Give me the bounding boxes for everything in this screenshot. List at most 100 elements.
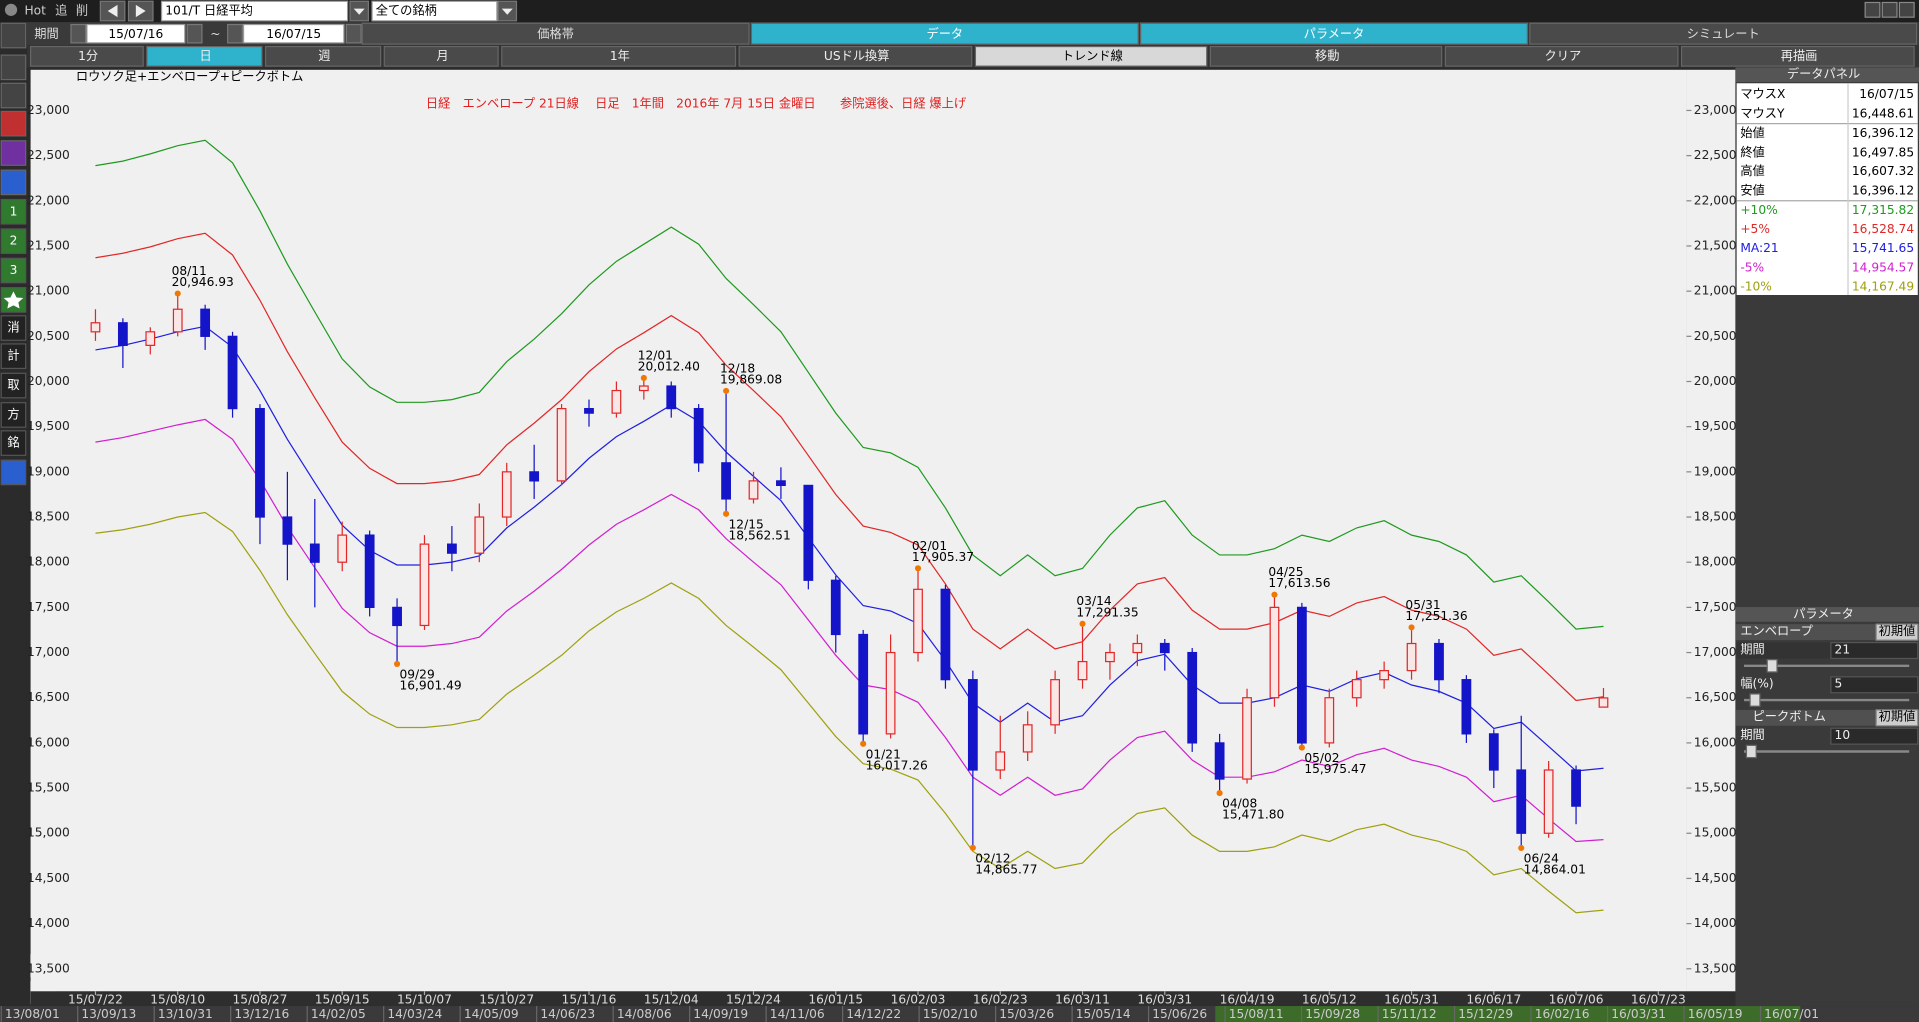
- candle-body: [858, 633, 869, 735]
- overview-date: 13/08/01: [5, 1007, 60, 1021]
- y-tick-label: 22,500: [27, 148, 70, 162]
- bottom-value: 15,471.80: [1222, 808, 1284, 822]
- overview-date: 15/08/11: [1229, 1007, 1284, 1021]
- tool-icon[interactable]: [0, 430, 27, 456]
- candle-body: [117, 322, 128, 346]
- range-button[interactable]: [974, 45, 1208, 67]
- y-tick-label: 16,500: [1694, 690, 1737, 704]
- slider-thumb[interactable]: [1749, 693, 1761, 707]
- range-button[interactable]: [1209, 45, 1443, 67]
- tool-icon[interactable]: [0, 459, 27, 486]
- bottom-marker: [1216, 790, 1223, 797]
- overview-date: 14/12/22: [846, 1007, 901, 1021]
- date-from-box[interactable]: [86, 23, 186, 44]
- prev-arrow: [107, 4, 118, 18]
- range-button-label: 1分: [78, 49, 98, 63]
- peak-value: 17,251.36: [1405, 609, 1467, 623]
- window-button[interactable]: [1864, 1, 1881, 18]
- y-tick-label: 15,000: [1694, 826, 1737, 840]
- x-axis-bar: [30, 991, 1736, 1007]
- data-value: 16,607.32: [1852, 164, 1914, 178]
- candle-body: [172, 308, 183, 333]
- filter-box[interactable]: [371, 0, 498, 22]
- tool-icon[interactable]: [0, 82, 27, 109]
- symbol-box[interactable]: [160, 0, 349, 22]
- date-next[interactable]: [186, 23, 203, 44]
- range-button[interactable]: [1680, 45, 1915, 67]
- tab-label: 価格帯: [537, 26, 574, 41]
- range-button[interactable]: [1444, 45, 1679, 67]
- y-tick-label: 15,500: [27, 781, 70, 795]
- overview-date: 13/12/16: [234, 1007, 289, 1021]
- right-axis: [1686, 69, 1736, 992]
- tool-icon[interactable]: [0, 343, 27, 370]
- y-tick-label: 21,000: [27, 284, 70, 298]
- date-next[interactable]: [345, 23, 362, 44]
- y-tick-label: 19,500: [1694, 419, 1737, 433]
- y-tick-label: 20,000: [27, 374, 70, 388]
- tab[interactable]: [750, 22, 1139, 45]
- param-input[interactable]: [1830, 727, 1919, 745]
- envelope-line: [95, 232, 1604, 702]
- tool-icon[interactable]: [0, 402, 27, 428]
- next-arrow: [135, 4, 146, 18]
- series-value: 15,741.65: [1852, 241, 1914, 255]
- param-value: 21: [1835, 642, 1851, 656]
- param-label: 期間: [1740, 642, 1764, 656]
- y-tick-label: 21,000: [1694, 284, 1737, 298]
- x-tick-label: 16/05/12: [1302, 992, 1357, 1006]
- data-panel-header: [1735, 67, 1919, 83]
- tool-icon[interactable]: [0, 198, 27, 225]
- slider-thumb[interactable]: [1766, 659, 1778, 673]
- range-button[interactable]: [738, 45, 973, 67]
- tool-icon[interactable]: [0, 257, 27, 284]
- param-header: [1735, 607, 1919, 622]
- candle-body: [967, 679, 978, 771]
- overview-date: 16/02/16: [1535, 1007, 1590, 1021]
- tool-icon[interactable]: [0, 228, 27, 254]
- range-button-label: クリア: [1545, 49, 1582, 63]
- tilde: ~: [210, 27, 220, 41]
- tool-icon[interactable]: [0, 110, 27, 137]
- tool-icon[interactable]: [0, 315, 27, 341]
- tab[interactable]: [1140, 22, 1528, 45]
- period-label: 期間: [34, 27, 58, 41]
- reset-button[interactable]: [1875, 623, 1919, 641]
- param-label: 幅(%): [1740, 676, 1773, 691]
- range-button[interactable]: [264, 45, 382, 67]
- range-button[interactable]: [501, 45, 737, 67]
- data-label: 終値: [1740, 145, 1764, 160]
- range-button[interactable]: [383, 45, 499, 67]
- range-button[interactable]: [146, 45, 263, 67]
- bottom-value: 18,562.51: [729, 528, 791, 542]
- y-tick-label: 20,500: [1694, 329, 1737, 343]
- tool-icon[interactable]: [0, 22, 27, 49]
- y-tick-label: 19,500: [27, 419, 70, 433]
- date-to-box[interactable]: [242, 23, 345, 44]
- window-button[interactable]: [1881, 1, 1898, 18]
- tool-icon[interactable]: [0, 372, 27, 399]
- range-button-label: 移動: [1315, 49, 1339, 63]
- tool-icon[interactable]: [0, 54, 27, 81]
- tab[interactable]: [1529, 22, 1918, 45]
- candle-body: [1351, 679, 1362, 699]
- peak-value: 20,946.93: [172, 275, 234, 289]
- range-button[interactable]: [29, 45, 144, 67]
- param-input[interactable]: [1830, 676, 1919, 694]
- window-button[interactable]: [1898, 1, 1915, 18]
- bottom-value: 15,975.47: [1304, 762, 1366, 776]
- overview-date: 15/06/26: [1152, 1007, 1207, 1021]
- tool-icon[interactable]: [0, 169, 27, 196]
- y-tick-label: 14,500: [1694, 871, 1737, 885]
- param-input[interactable]: [1830, 641, 1919, 660]
- y-tick-label: 21,500: [27, 238, 70, 252]
- date-prev[interactable]: [70, 23, 87, 44]
- candle-body: [1406, 642, 1417, 672]
- date-prev[interactable]: [227, 23, 243, 44]
- tool-icon[interactable]: [0, 140, 27, 166]
- overview-date: 14/11/06: [770, 1007, 825, 1021]
- reset-button[interactable]: [1875, 709, 1919, 727]
- candle-body: [1571, 769, 1581, 807]
- tab[interactable]: [361, 22, 750, 45]
- slider-thumb[interactable]: [1745, 744, 1757, 759]
